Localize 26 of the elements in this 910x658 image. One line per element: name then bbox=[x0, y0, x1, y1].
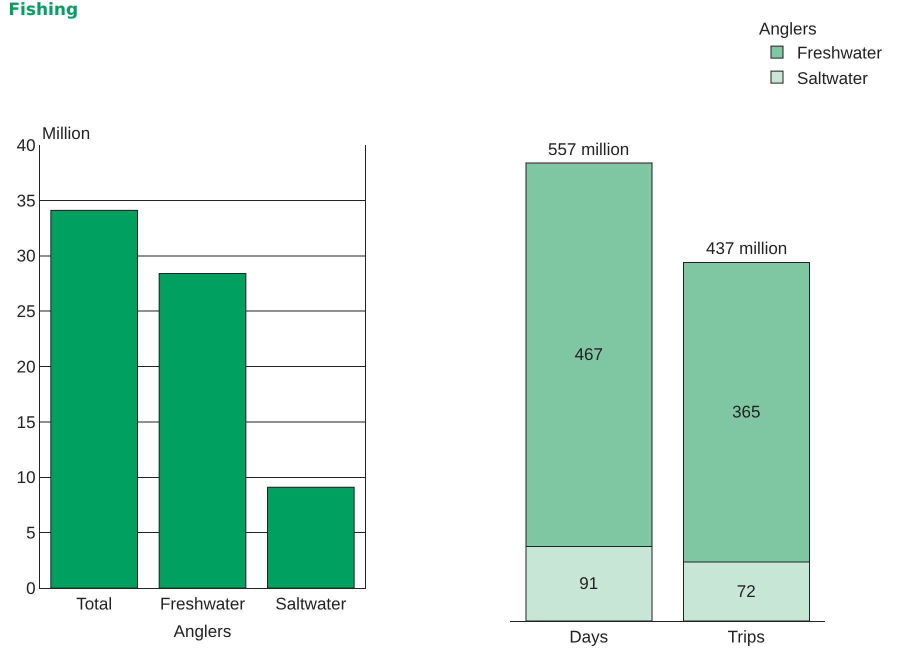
y-tick-label: 5 bbox=[26, 524, 36, 543]
y-tick-label: 35 bbox=[16, 191, 36, 210]
x-tick-label: Saltwater bbox=[275, 594, 347, 614]
total-label: 557 million bbox=[548, 140, 630, 159]
x-tick-label: Freshwater bbox=[160, 594, 246, 614]
y-tick-label: 30 bbox=[16, 246, 36, 266]
data-label: 467 bbox=[574, 345, 603, 364]
y-tick-label: 20 bbox=[16, 357, 36, 376]
chart-title: Fishing bbox=[8, 0, 78, 20]
data-label: 72 bbox=[736, 582, 756, 601]
y-tick-label: 15 bbox=[16, 412, 36, 432]
data-label: 365 bbox=[732, 402, 760, 422]
y-axis-title: Million bbox=[42, 124, 90, 143]
y-tick-label: 0 bbox=[26, 578, 36, 598]
x-tick-label: Total bbox=[76, 594, 112, 614]
y-tick-label: 25 bbox=[16, 302, 36, 322]
x-tick-label: Trips bbox=[728, 627, 765, 646]
legend-label: Freshwater bbox=[797, 44, 882, 63]
x-axis-title: Anglers bbox=[174, 622, 232, 641]
total-label: 437 million bbox=[706, 239, 788, 258]
legend-label: Saltwater bbox=[797, 68, 868, 88]
y-tick-label: 40 bbox=[16, 136, 36, 155]
legend-title: Anglers bbox=[759, 20, 817, 39]
data-label: 91 bbox=[579, 574, 598, 594]
y-tick-label: 10 bbox=[16, 468, 36, 488]
x-tick-label: Days bbox=[569, 627, 608, 646]
